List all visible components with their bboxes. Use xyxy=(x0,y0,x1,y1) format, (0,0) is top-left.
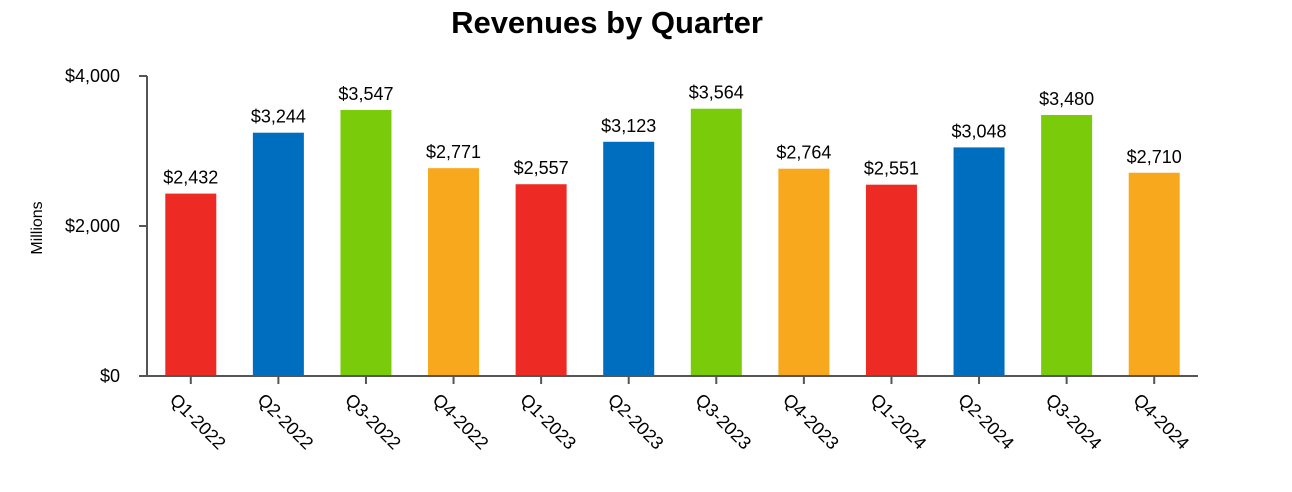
bar xyxy=(778,168,830,376)
bar xyxy=(603,141,655,376)
bar-value-label: $2,557 xyxy=(514,158,569,178)
bar xyxy=(690,108,742,376)
bar xyxy=(515,184,567,376)
x-tick-label: Q4-2024 xyxy=(1129,390,1193,454)
bar-value-label: $3,244 xyxy=(251,107,306,127)
x-tick-label: Q1-2023 xyxy=(516,390,580,454)
y-tick-label: $0 xyxy=(100,366,120,386)
bar-value-label: $2,551 xyxy=(864,159,919,179)
bar xyxy=(1128,172,1180,376)
bar-value-label: $2,764 xyxy=(776,143,831,163)
x-tick-label: Q3-2024 xyxy=(1042,390,1106,454)
bar-value-label: $2,432 xyxy=(163,168,218,188)
bar xyxy=(1041,115,1093,376)
bar-value-label: $2,710 xyxy=(1127,147,1182,167)
x-tick-label: Q4-2023 xyxy=(779,390,843,454)
x-tick-label: Q2-2023 xyxy=(604,390,668,454)
bar-value-label: $3,564 xyxy=(689,83,744,103)
y-tick-label: $4,000 xyxy=(65,66,120,86)
x-axis-ticks: Q1-2022 Q2-2022 Q3-2022 Q4-2022 Q1-2023 Q2-20… xyxy=(166,376,1193,453)
bar xyxy=(428,168,480,376)
bar-value-label: $3,480 xyxy=(1039,89,1094,109)
x-tick-label: Q3-2023 xyxy=(691,390,755,454)
bar xyxy=(252,132,304,376)
bar xyxy=(865,184,917,376)
bar-value-label: $3,547 xyxy=(338,84,393,104)
chart-title: Revenues by Quarter xyxy=(451,5,763,40)
bar xyxy=(340,109,392,376)
x-tick-label: Q3-2022 xyxy=(341,390,405,454)
x-tick-label: Q4-2022 xyxy=(429,390,493,454)
bar xyxy=(165,193,217,376)
bar-value-label: $3,048 xyxy=(952,121,1007,141)
bar xyxy=(953,147,1005,376)
bar-value-label: $3,123 xyxy=(601,116,656,136)
data-labels: $2,432 $3,244 $3,547 $2,771 $2,557 $3,123 $3,5… xyxy=(163,83,1181,188)
x-tick-label: Q1-2024 xyxy=(867,390,931,454)
y-axis-ticks: $0 $2,000 $4,000 xyxy=(65,66,147,386)
bar-value-label: $2,771 xyxy=(426,142,481,162)
x-tick-label: Q1-2022 xyxy=(166,390,230,454)
y-axis-label: Millions xyxy=(29,201,46,254)
bars xyxy=(165,108,1180,376)
x-tick-label: Q2-2022 xyxy=(254,390,318,454)
x-tick-label: Q2-2024 xyxy=(954,390,1018,454)
y-tick-label: $2,000 xyxy=(65,216,120,236)
